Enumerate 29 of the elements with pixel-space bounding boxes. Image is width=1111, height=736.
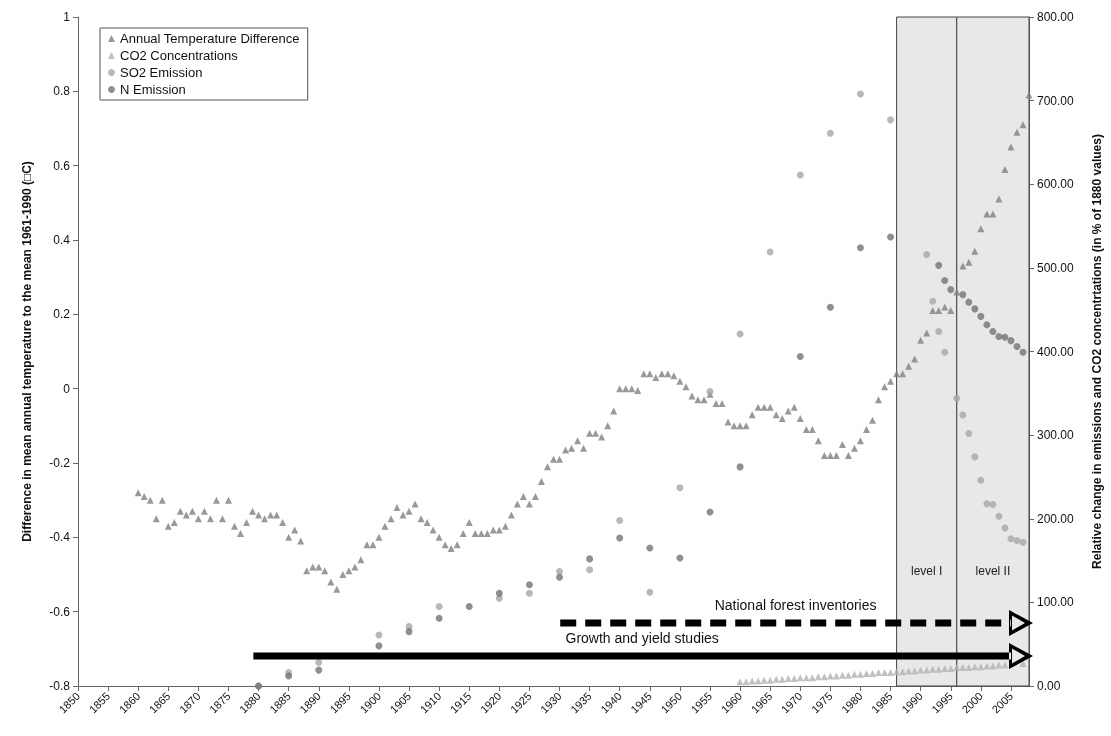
y2-tick-label: 800.00: [1037, 10, 1075, 24]
y-tick-label: -0.8: [49, 679, 71, 693]
y-tick-label: 0.2: [53, 307, 71, 322]
y-tick-label: 1: [63, 10, 71, 24]
y2-tick-label: 200.00: [1037, 511, 1075, 526]
y2-tick-label: 0.00: [1037, 679, 1061, 693]
y-tick-label: 0.8: [53, 84, 71, 99]
y2-tick-label: 700.00: [1037, 93, 1075, 108]
y-tick-label: 0: [63, 381, 71, 396]
y-tick-label: -0.6: [49, 604, 71, 619]
y2-tick-label: 400.00: [1037, 344, 1075, 359]
y-tick-label: 0.6: [53, 158, 71, 173]
y2-tick-label: 300.00: [1037, 428, 1075, 443]
legend-label: CO2 Concentrations: [120, 48, 239, 63]
y2-axis-title: Relative change in emissions and CO2 concentrtations (in % of 1880 values): [1090, 134, 1104, 569]
legend-label: Annual Temperature Difference: [120, 31, 300, 46]
annotation: National forest inventories: [714, 597, 877, 613]
y-tick-label: -0.4: [49, 530, 71, 545]
y-axis-title: Difference in mean annual temperature to the mean 1961-1990 (□C): [20, 161, 34, 542]
band-label: level II: [975, 563, 1011, 578]
y2-tick-label: 500.00: [1037, 260, 1075, 275]
y2-tick-label: 600.00: [1037, 177, 1075, 192]
y-tick-label: 0.4: [53, 233, 71, 247]
y-tick-label: -0.2: [49, 456, 71, 470]
annotation: Growth and yield studies: [565, 630, 719, 646]
legend-label: N Emission: [120, 82, 186, 97]
legend-label: SO2 Emission: [120, 65, 203, 80]
y2-tick-label: 100.00: [1037, 595, 1075, 610]
band-label: level I: [911, 563, 943, 578]
